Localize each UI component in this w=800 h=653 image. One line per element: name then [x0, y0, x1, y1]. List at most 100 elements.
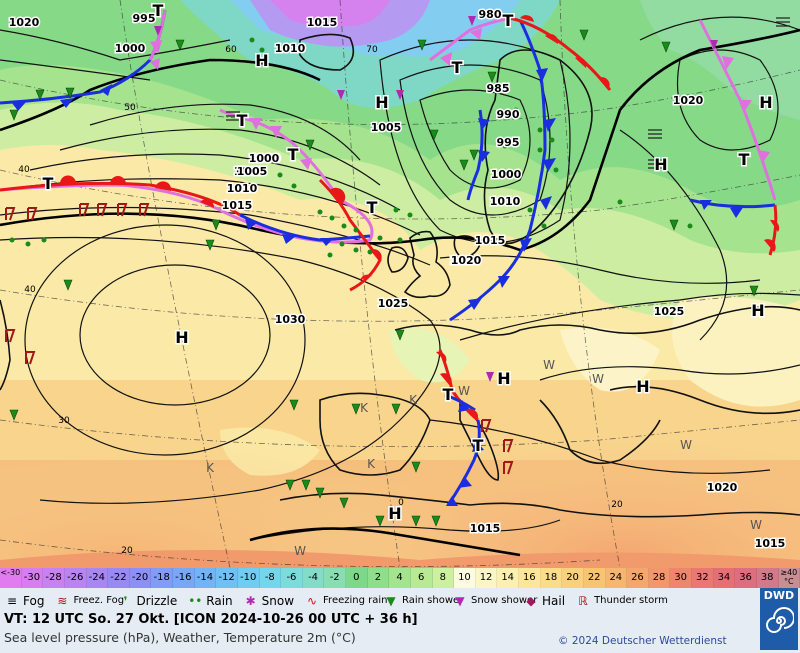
pressure-centre: T: [43, 174, 54, 193]
graticule-label: 20: [121, 546, 133, 556]
legend-thunderstorm: ℝ Thunder storm: [575, 594, 668, 608]
legend-rain: •• Rain: [188, 594, 233, 608]
pressure-centre: T: [443, 385, 454, 404]
legend-hail: ◆ Hail: [523, 594, 565, 608]
scale-swatch: -10: [237, 568, 260, 588]
pressure-centre: H: [636, 377, 649, 396]
coastlines: [0, 33, 800, 518]
graticule-label: 70: [366, 45, 378, 55]
pressure-centres: T T T T T T T T T T H H H H H H H H H: [41, 0, 774, 525]
legend-drizzle: ❜ Drizzle: [117, 594, 178, 608]
freezing-rain-icon: ∿: [307, 594, 318, 608]
map-footer: <-30 -30 -28 -26 -24 -22 -20 -18 -16 -14 -12 -10 -8-…: [0, 568, 800, 653]
wind-mark: W: [750, 518, 762, 532]
scale-swatch: 28: [648, 568, 671, 588]
scale-swatch: 24: [605, 568, 628, 588]
scale-swatch: 22: [583, 568, 606, 588]
pressure-centre: H: [759, 93, 772, 112]
isobar-label: 1000: [249, 152, 280, 165]
thunderstorm-symbols: [5, 203, 514, 475]
scale-swatch: 32: [692, 568, 714, 588]
legend-snow-shower: ▼ Snow shower: [452, 594, 537, 608]
scale-swatch: -12: [216, 568, 238, 588]
scale-swatch: 36: [735, 568, 757, 588]
dwd-logo-text: DWD: [763, 589, 795, 602]
snow-icon: ✱: [245, 594, 256, 608]
legend-freezing-fog: ≋ Freez. Fog: [54, 594, 124, 608]
weather-map: 1020 995 1015 1010 980 1000 985 990 995 1000 1005 1…: [0, 0, 800, 568]
wind-mark: W: [458, 384, 470, 398]
isobar-label: 1015: [470, 522, 501, 535]
scale-swatch: 38: [756, 568, 779, 588]
pressure-centre: T: [153, 1, 164, 20]
isobar-label: 1010: [490, 195, 521, 208]
isobar-label: 1015: [475, 234, 506, 247]
isobar-label: 1010: [275, 42, 306, 55]
scale-swatch: 12: [475, 568, 498, 588]
legend-rain-shower: ▼ Rain shower: [383, 594, 463, 608]
pressure-centre: H: [751, 301, 764, 320]
scale-swatch: 18: [540, 568, 563, 588]
isobar-label: 1005: [371, 121, 402, 134]
scale-swatch: 30: [670, 568, 692, 588]
isobar-label: 1025: [378, 297, 409, 310]
isobar-label: 1015: [307, 16, 338, 29]
scale-swatch: -2: [324, 568, 346, 588]
rain-icon: ••: [188, 594, 203, 608]
scale-swatch: -26: [64, 568, 87, 588]
dwd-spiral-icon: [766, 607, 795, 633]
pressure-centre: T: [473, 436, 484, 455]
isobar-label: 1015: [755, 537, 786, 550]
isobar-label: 1000: [250, 152, 281, 165]
fog-symbols: [226, 17, 790, 169]
isobar-label: 1025: [654, 305, 685, 318]
scale-swatch: -18: [151, 568, 173, 588]
scale-swatch: -20: [129, 568, 152, 588]
pressure-centre: H: [175, 328, 188, 347]
scale-swatch: -28: [43, 568, 65, 588]
isobar-label: 1020: [450, 254, 481, 267]
wind-marks: W W W W W W K K K K: [206, 358, 762, 558]
graticule-labels: 60 70 50 40 40 30 20 0 20: [18, 45, 623, 556]
isobar-label: 1000: [115, 42, 146, 55]
isobar-label: 1020: [673, 94, 704, 107]
hail-icon: ◆: [526, 594, 536, 608]
rain-shower-icon: ▼: [386, 594, 396, 608]
scale-swatch: 20: [562, 568, 584, 588]
scale-swatch: 26: [627, 568, 649, 588]
pressure-centre: T: [739, 150, 750, 169]
scale-swatch: -14: [194, 568, 217, 588]
isobar-label: 980: [479, 8, 502, 21]
scale-swatch: -4: [302, 568, 325, 588]
wind-mark: K: [367, 457, 376, 471]
scale-swatch: 4: [389, 568, 411, 588]
scale-swatch: 10: [454, 568, 476, 588]
scale-swatch: 16: [519, 568, 541, 588]
scale-swatch: <-30: [0, 568, 22, 588]
scale-swatch: 2: [367, 568, 390, 588]
weather-legend: ≡ Fog ≋ Freez. Fog ❜ Drizzle •• Rain ✱ Snow ∿…: [4, 590, 760, 612]
wind-mark: W: [294, 544, 306, 558]
pressure-centre: H: [375, 93, 388, 112]
wind-mark: K: [360, 401, 369, 415]
wind-mark: K: [206, 461, 215, 475]
isobar-label: 1005: [234, 165, 265, 178]
thunderstorm-icon: ℝ: [578, 594, 588, 608]
graticule-label: 20: [611, 500, 623, 510]
snow-shower-icon: ▼: [455, 594, 465, 608]
snow-symbols: [154, 16, 718, 382]
pressure-centre: H: [255, 51, 268, 70]
isobar-label: 1005: [237, 165, 268, 178]
graticule: [0, 0, 800, 568]
legend-fog: ≡ Fog: [4, 594, 44, 608]
wind-mark: K: [409, 393, 418, 407]
isobar-label: 1020: [9, 16, 40, 29]
pressure-centre: H: [654, 155, 667, 174]
scale-swatch: -24: [86, 568, 109, 588]
graticule-label: 0: [398, 498, 404, 508]
legend-snow: ✱ Snow: [243, 594, 294, 608]
isobar-label: 1000: [491, 168, 522, 181]
pressure-centre: H: [388, 504, 401, 523]
temperature-scale: <-30 -30 -28 -26 -24 -22 -20 -18 -16 -14 -12 -10 -8-…: [0, 568, 800, 588]
isobar-label: 1020: [707, 481, 738, 494]
